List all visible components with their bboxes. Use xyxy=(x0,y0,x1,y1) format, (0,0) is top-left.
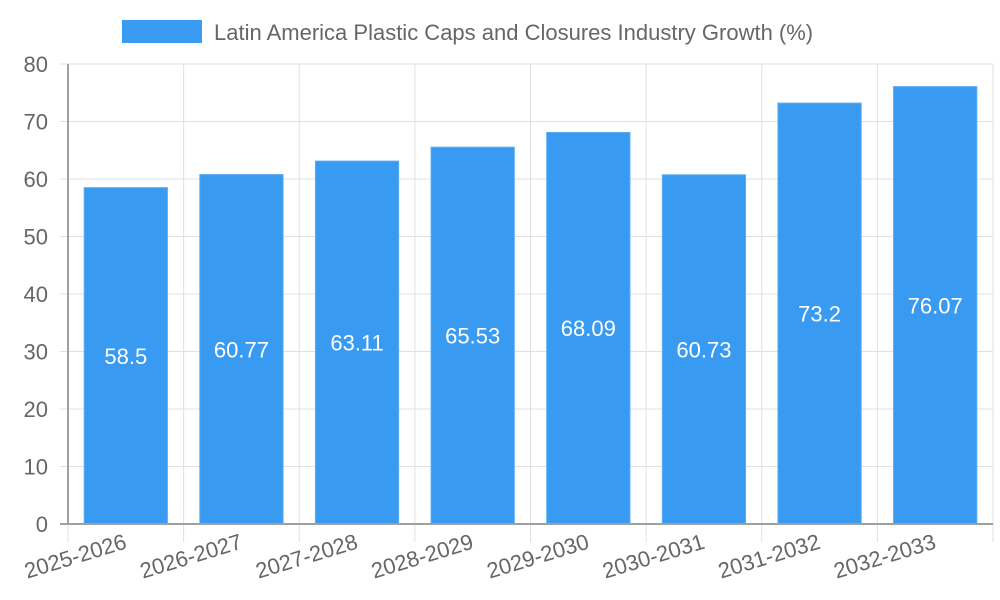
y-tick-label: 50 xyxy=(24,225,48,250)
bar xyxy=(661,174,747,525)
bar-data-label: 73.2 xyxy=(798,302,841,327)
bar xyxy=(199,174,284,525)
y-tick-label: 0 xyxy=(36,512,48,537)
bar-data-label: 76.07 xyxy=(908,293,963,318)
y-tick-label: 20 xyxy=(24,397,48,422)
x-tick-label: 2027-2028 xyxy=(253,529,361,584)
legend-swatch xyxy=(122,20,202,43)
x-axis-ticks: 2025-2026 2026-2027 2027-2028 2028-2029 2029… xyxy=(21,529,938,584)
legend[interactable]: Latin America Plastic Caps and Closures … xyxy=(122,20,813,45)
bar-data-label: 65.53 xyxy=(445,324,500,349)
bar xyxy=(777,102,862,525)
x-tick-label: 2029-2030 xyxy=(484,529,592,584)
y-tick-label: 80 xyxy=(24,52,48,77)
bar xyxy=(314,160,400,525)
y-tick-label: 60 xyxy=(24,167,48,192)
bar-data-label: 60.77 xyxy=(214,337,269,362)
bar-data-label: 68.09 xyxy=(561,316,616,341)
bars xyxy=(83,86,978,525)
bar-data-label: 63.11 xyxy=(330,331,383,356)
bar xyxy=(430,146,515,525)
bar xyxy=(546,131,631,525)
axes xyxy=(60,64,993,525)
y-axis-ticks: 0 10 20 30 40 50 60 70 80 xyxy=(24,52,48,537)
bar xyxy=(893,86,978,525)
legend-label: Latin America Plastic Caps and Closures … xyxy=(214,20,813,45)
x-tick-label: 2030-2031 xyxy=(599,529,707,584)
bar-data-label: 60.73 xyxy=(676,337,731,362)
bar xyxy=(83,187,168,525)
x-tick-label: 2026-2027 xyxy=(137,529,245,584)
bar-data-label: 58.5 xyxy=(104,344,147,369)
x-tick-label: 2025-2026 xyxy=(21,529,129,584)
y-tick-label: 10 xyxy=(24,455,48,480)
x-tick-label: 2031-2032 xyxy=(715,529,823,584)
data-labels: 58.5 60.77 63.11 65.53 68.09 60.73 73.2 76.07 xyxy=(104,293,962,369)
x-tick-label: 2028-2029 xyxy=(368,529,476,584)
y-tick-label: 40 xyxy=(24,282,48,307)
y-tick-label: 30 xyxy=(24,340,48,365)
x-tick-label: 2032-2033 xyxy=(831,529,939,584)
y-tick-label: 70 xyxy=(24,110,48,135)
